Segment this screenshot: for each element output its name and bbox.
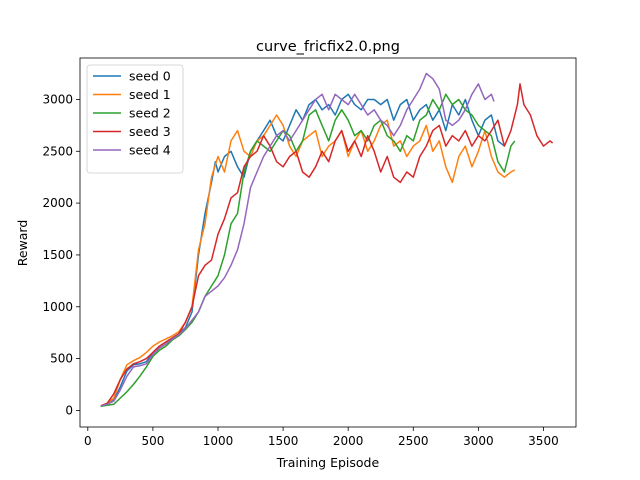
x-tick-label: 3000: [463, 434, 494, 448]
y-tick-label: 0: [65, 403, 73, 417]
legend-label: seed 4: [129, 143, 171, 158]
y-axis-ticks: 0 500 1000 1500 2000 2500 3000: [42, 92, 80, 417]
legend-label: seed 1: [129, 87, 171, 102]
x-tick-label: 3500: [528, 434, 559, 448]
legend: seed 0 seed 1 seed 2 seed 3 seed 4: [86, 64, 184, 174]
x-tick-label: 500: [141, 434, 164, 448]
x-tick-label: 2500: [398, 434, 429, 448]
y-tick-label: 1000: [42, 300, 73, 314]
y-tick-label: 500: [50, 352, 73, 366]
legend-label: seed 0: [129, 69, 171, 84]
y-tick-label: 3000: [42, 92, 73, 106]
y-tick-label: 1500: [42, 248, 73, 262]
series-line-seed-2: [100, 93, 516, 408]
chart-title: curve_fricfix2.0.png: [256, 39, 400, 55]
x-tick-label: 1000: [203, 434, 234, 448]
plot-frame: [79, 57, 577, 428]
x-axis-ticks: 0 500 1000 1500 2000 2500 3000 3500: [84, 427, 559, 448]
legend-box: [86, 64, 184, 174]
series-line-seed-1: [100, 114, 516, 407]
x-tick-label: 2000: [333, 434, 364, 448]
y-axis-label: Reward: [15, 220, 30, 267]
y-tick-label: 2000: [42, 196, 73, 210]
x-tick-label: 1500: [268, 434, 299, 448]
x-axis-label: Training Episode: [276, 455, 380, 470]
y-tick-label: 2500: [42, 144, 73, 158]
series-layer: [100, 72, 554, 408]
legend-label: seed 3: [129, 124, 171, 139]
legend-items: seed 0 seed 1 seed 2 seed 3 seed 4: [93, 69, 171, 158]
series-line-seed-3: [100, 83, 554, 407]
legend-label: seed 2: [129, 106, 171, 121]
x-tick-label: 0: [84, 434, 92, 448]
series-line-seed-4: [100, 72, 495, 407]
